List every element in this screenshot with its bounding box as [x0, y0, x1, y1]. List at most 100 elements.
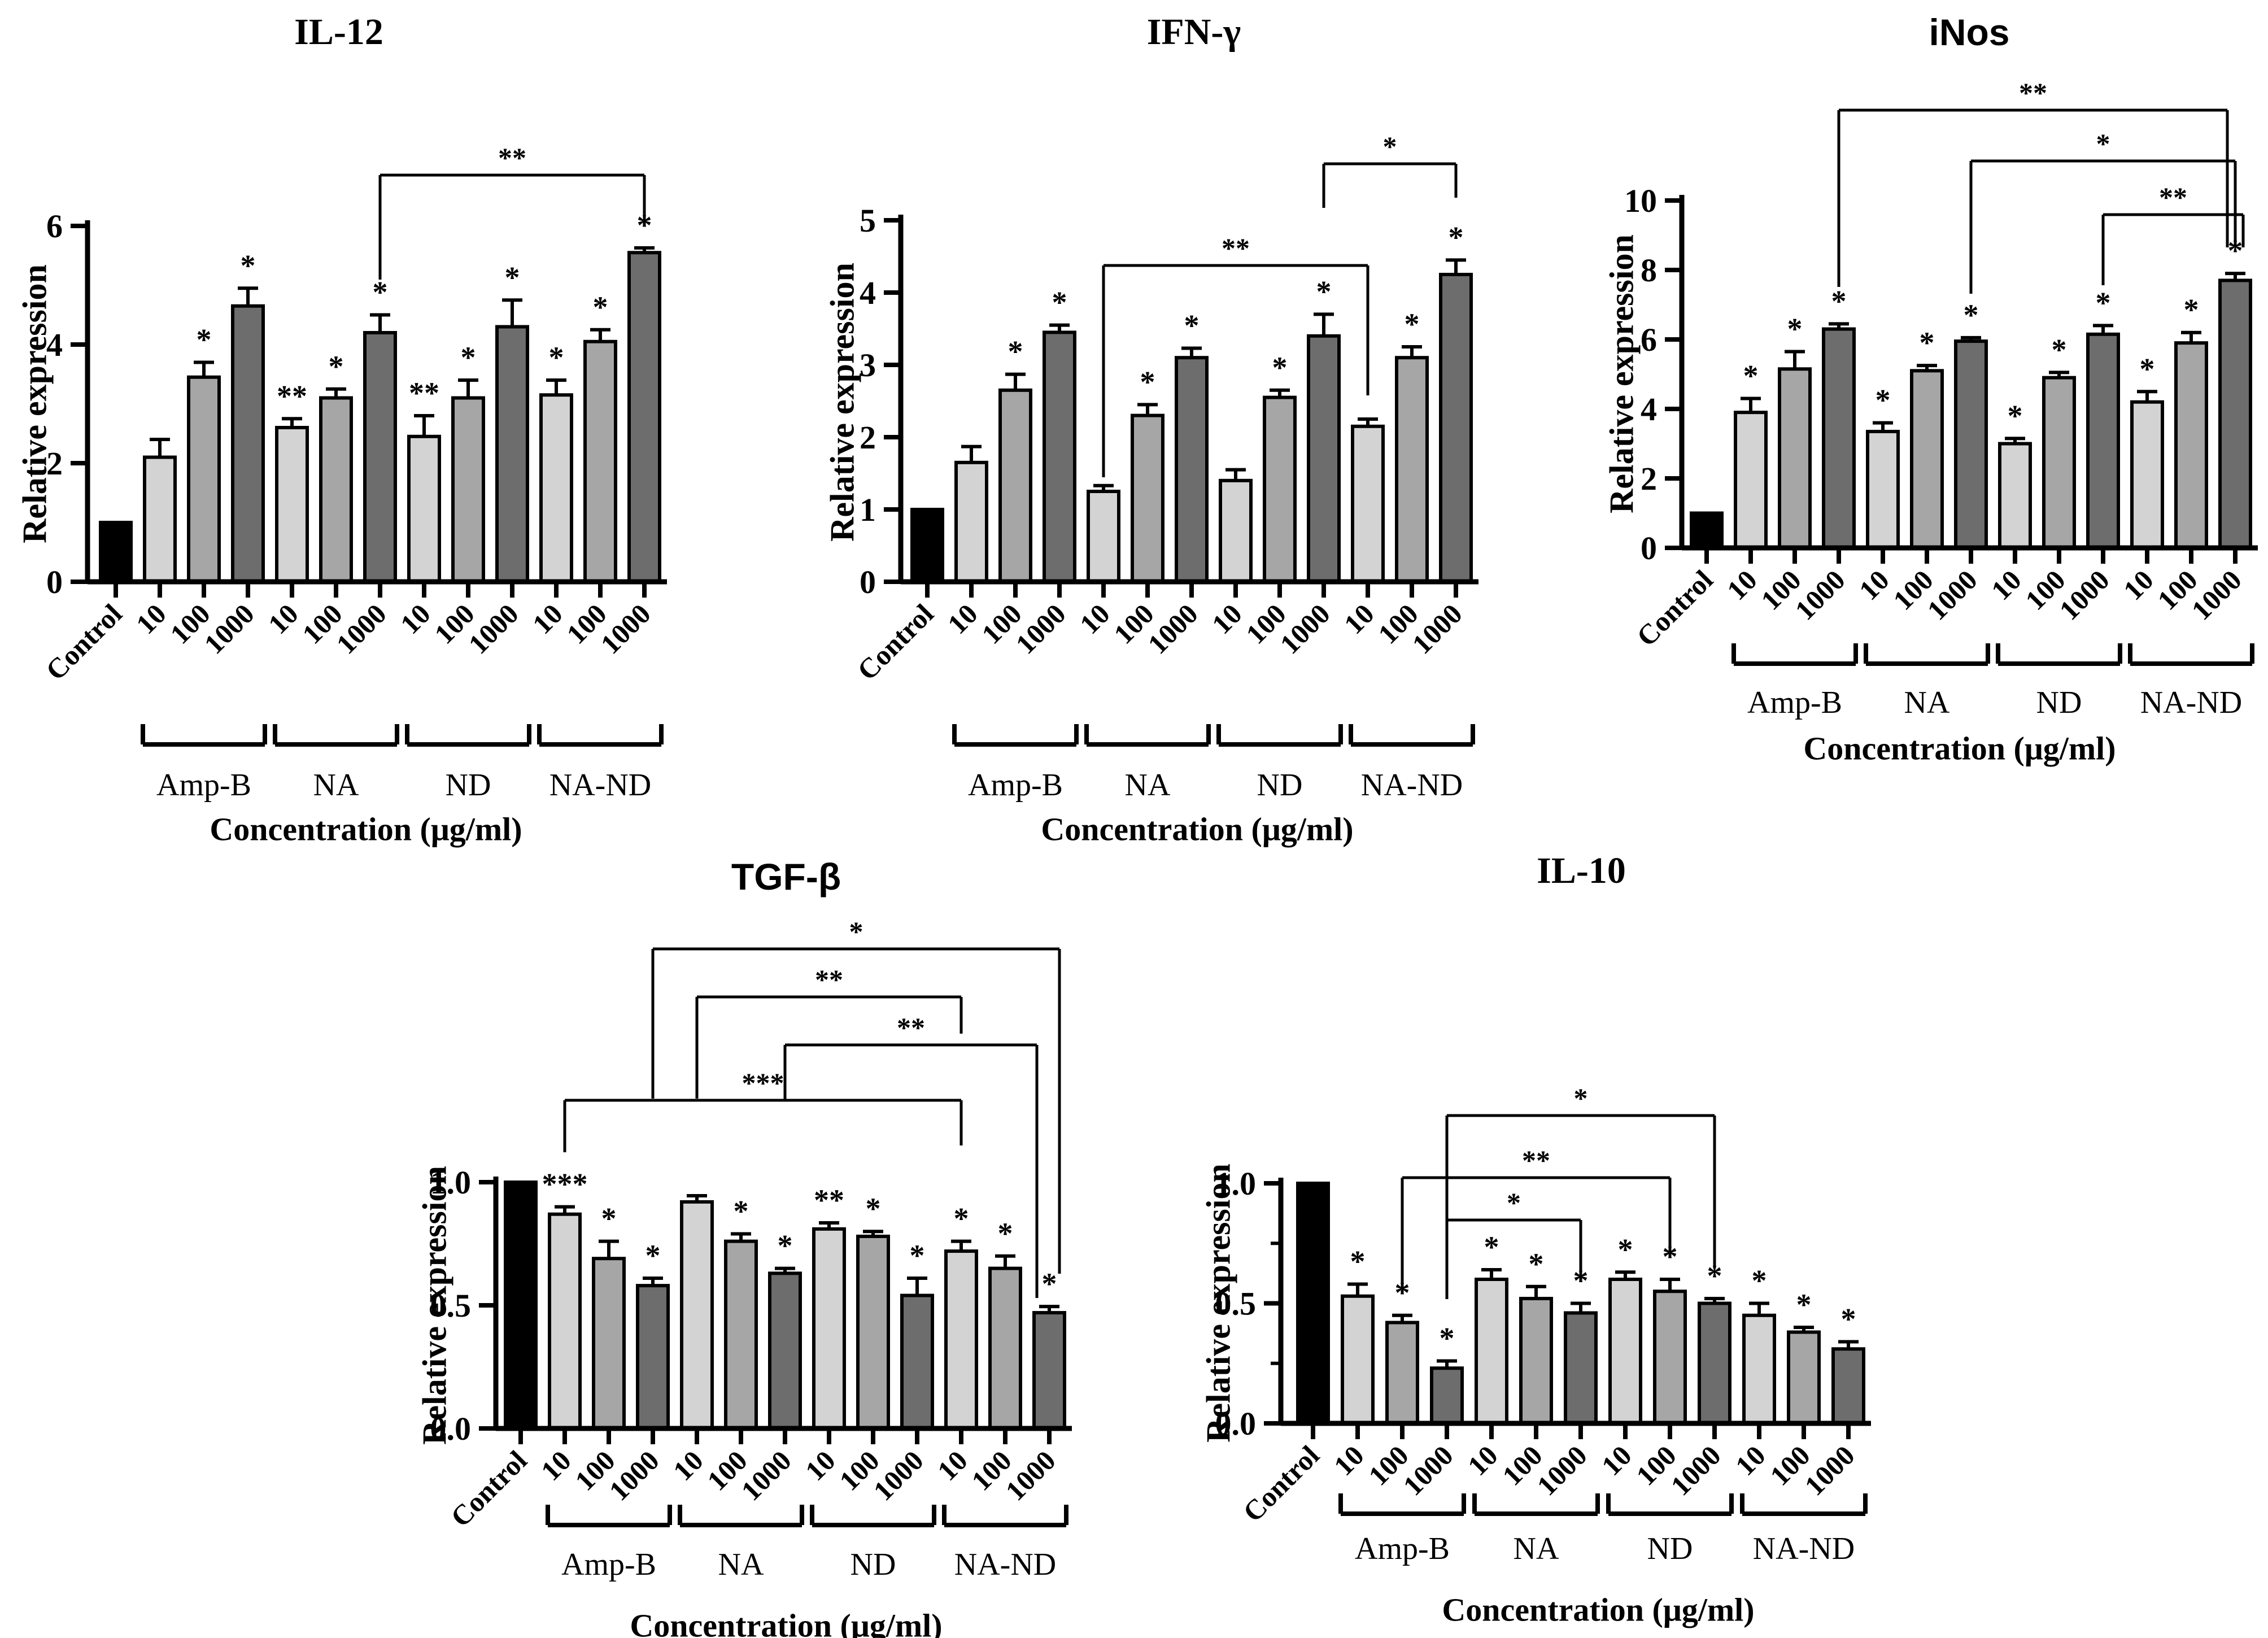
y-tick-label: 3 [860, 347, 876, 384]
sig-bracket-label: * [1574, 1082, 1588, 1114]
sig-star: * [601, 1202, 617, 1236]
category-label: 1000 [1530, 1439, 1593, 1501]
category-label: 1000 [1798, 1439, 1860, 1501]
group-label: Amp-B [156, 768, 251, 803]
sig-star: * [1831, 284, 1847, 318]
y-axis-label-il12: Relative expression [16, 264, 54, 543]
bar [1263, 395, 1297, 583]
category-label: 10 [1729, 1439, 1772, 1482]
bar [1043, 330, 1076, 584]
bar [1475, 1278, 1508, 1425]
sig-star: ** [814, 1183, 844, 1217]
sig-star: * [505, 260, 520, 294]
category-label: 10 [1853, 564, 1895, 606]
category-label: 10 [262, 598, 304, 640]
sig-bracket-label: * [2096, 128, 2110, 159]
sig-star: * [866, 1192, 881, 1226]
category-label: 1000 [2053, 564, 2115, 626]
sig-bracket-label: ** [1522, 1144, 1550, 1176]
group-label: Amp-B [561, 1547, 656, 1582]
category-label: 1000 [735, 1444, 797, 1506]
sig-star: * [998, 1217, 1013, 1251]
x-axis-label-il10: Concentration (μg/ml) [1442, 1591, 1755, 1628]
sig-star: * [1350, 1245, 1366, 1279]
bar [944, 1249, 978, 1431]
sig-star: * [2008, 399, 2023, 433]
category-label: 10 [1985, 564, 2027, 606]
sig-star: ** [277, 379, 307, 413]
bar [1395, 356, 1429, 583]
sig-star: * [1449, 220, 1464, 254]
bar [1742, 1313, 1776, 1425]
bar [231, 304, 265, 583]
y-tick-label: 6 [1641, 321, 1657, 358]
group-label: NA [1514, 1531, 1559, 1566]
bar [1032, 1311, 1066, 1431]
bar [1439, 273, 1473, 583]
bar [1954, 339, 1988, 550]
bar [1296, 1182, 1330, 1425]
x-axis-label-inos: Concentration (μg/ml) [1803, 730, 2116, 767]
y-tick-label: 5 [860, 202, 876, 239]
bar [539, 393, 573, 583]
category-label: Control [444, 1444, 533, 1533]
group-label: Amp-B [1747, 685, 1842, 720]
sig-star: * [593, 290, 608, 324]
y-tick-label: 4 [46, 326, 63, 363]
category-label: 1000 [1921, 564, 1983, 626]
chart-ifng: Control 10*100*1000 10*100*1000 10*100*1000… [851, 130, 1478, 803]
y-tick-label: 4 [1641, 391, 1657, 428]
chart-title-il12: IL-12 [294, 11, 383, 53]
group-label: NA-ND [1753, 1531, 1855, 1566]
bar [998, 388, 1032, 583]
group-label: NA [1125, 768, 1171, 803]
y-tick-label: 4 [860, 275, 876, 311]
group-label: NA [718, 1547, 764, 1582]
bar [724, 1239, 758, 1430]
bar [1866, 429, 1900, 550]
bar [900, 1293, 934, 1431]
bar [363, 331, 397, 583]
sig-star: * [1008, 335, 1023, 369]
bar [495, 325, 529, 583]
sig-star: * [1787, 312, 1803, 346]
x-axis-label-ifng: Concentration (μg/ml) [1041, 811, 1354, 848]
category-label: 10 [526, 598, 569, 640]
category-label: 1000 [867, 1444, 929, 1506]
chart-inos: Control*10*100*1000*10*100*1000*10*100*1… [1624, 77, 2258, 720]
y-tick-label: 1 [860, 491, 876, 528]
bar [1734, 411, 1768, 550]
bar [2218, 278, 2252, 550]
bar [988, 1266, 1022, 1431]
y-tick-label: 2 [1641, 460, 1657, 497]
sig-star: * [549, 341, 564, 374]
y-tick-label: 0.5 [430, 1287, 472, 1324]
bar [2174, 341, 2208, 550]
category-label: 10 [1462, 1439, 1504, 1482]
bar [2042, 376, 2076, 550]
bar [1341, 1294, 1375, 1425]
sig-bracket-label: * [849, 916, 863, 947]
category-label: 1000 [330, 598, 392, 660]
bar [1690, 511, 1724, 550]
sig-star: * [197, 323, 212, 357]
bar [1307, 334, 1341, 583]
sig-star: * [1052, 286, 1067, 320]
sig-bracket-label: * [1383, 130, 1397, 162]
x-axis-label-tgfb: Concentration (μg/ml) [630, 1607, 943, 1638]
y-axis-label-inos: Relative expression [1603, 234, 1641, 513]
sig-star: * [1964, 298, 1979, 332]
group-label: ND [1257, 768, 1303, 803]
bar [1131, 413, 1164, 583]
sig-star: * [1841, 1302, 1856, 1336]
sig-star: * [329, 350, 344, 384]
category-label: 10 [2117, 564, 2160, 606]
sig-star: * [1042, 1267, 1057, 1301]
sig-star: * [2096, 286, 2111, 320]
category-label: 1000 [2185, 564, 2247, 626]
category-label: 10 [799, 1444, 841, 1487]
sig-star: * [2184, 293, 2199, 327]
category-label: 1000 [1789, 564, 1851, 626]
category-label: 10 [535, 1444, 577, 1487]
